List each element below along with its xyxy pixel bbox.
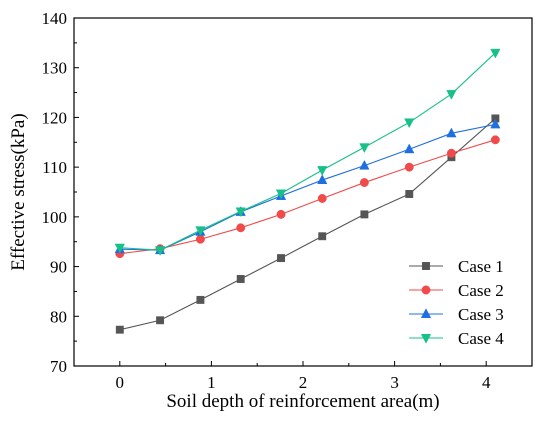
y-axis: 70 80 90 100 110 120 130 140 — [42, 9, 79, 376]
legend-label: Case 2 — [458, 281, 504, 300]
y-tick-label: 100 — [42, 208, 68, 227]
data-point — [156, 316, 165, 325]
legend-label: Case 1 — [458, 257, 504, 276]
y-tick-label: 80 — [50, 307, 67, 326]
series-layer — [114, 48, 501, 334]
data-point — [404, 143, 415, 154]
legend-marker — [422, 262, 430, 270]
series-2 — [115, 135, 500, 259]
y-tick-label: 130 — [42, 59, 68, 78]
data-point — [195, 226, 206, 237]
x-axis-title: Soil depth of reinforcement area(m) — [166, 391, 439, 412]
data-point — [115, 325, 124, 334]
data-point — [404, 118, 415, 129]
y-tick-label: 120 — [42, 108, 68, 127]
x-tick-label: 2 — [299, 373, 308, 392]
data-point — [195, 234, 205, 244]
series-3 — [114, 118, 501, 255]
legend-label: Case 4 — [458, 329, 504, 348]
legend-label: Case 3 — [458, 305, 504, 324]
data-point — [359, 159, 370, 170]
data-point — [275, 189, 287, 200]
data-point — [235, 207, 246, 218]
y-tick-label: 90 — [50, 258, 67, 277]
y-tick-label: 70 — [50, 357, 67, 376]
x-axis: 0 1 2 3 4 — [116, 361, 491, 392]
data-point — [404, 162, 414, 172]
data-point — [196, 295, 205, 304]
x-tick-label: 0 — [116, 373, 125, 392]
data-point — [446, 90, 457, 100]
data-point — [317, 194, 327, 203]
series-1 — [115, 114, 500, 334]
series-line — [119, 118, 496, 331]
legend-item-1: Case 1 — [409, 257, 504, 276]
data-point — [490, 118, 501, 129]
legend-marker — [421, 285, 431, 295]
series-line — [119, 52, 496, 251]
series-line — [119, 123, 496, 251]
y-tick-label: 140 — [42, 9, 68, 28]
data-point — [359, 178, 369, 188]
legend-item-4: Case 4 — [409, 329, 504, 348]
legend-marker — [420, 334, 432, 344]
data-point — [277, 254, 285, 263]
data-point — [114, 243, 125, 254]
legend: Case 1 Case 2 Case 3 Case 4 — [409, 257, 504, 348]
data-point — [490, 48, 501, 59]
y-tick-label: 110 — [42, 158, 67, 177]
series-4 — [114, 48, 501, 256]
series-line — [119, 139, 496, 255]
data-point — [276, 209, 286, 219]
data-point — [359, 143, 370, 153]
x-tick-label: 4 — [482, 373, 491, 392]
x-tick-label: 3 — [390, 373, 399, 392]
data-point — [490, 135, 500, 145]
data-point — [236, 275, 245, 283]
x-tick-label: 1 — [207, 373, 216, 392]
legend-marker — [420, 308, 432, 318]
data-point — [446, 127, 457, 138]
data-point — [318, 232, 327, 241]
data-point — [317, 166, 328, 176]
y-axis-title: Effective stress(kPa) — [8, 113, 29, 270]
data-point — [446, 148, 456, 158]
data-point — [360, 210, 369, 219]
data-point — [405, 190, 414, 198]
data-point — [236, 223, 246, 233]
legend-item-3: Case 3 — [409, 305, 504, 324]
data-point — [154, 246, 166, 256]
legend-item-2: Case 2 — [409, 281, 504, 300]
data-point — [317, 174, 328, 185]
